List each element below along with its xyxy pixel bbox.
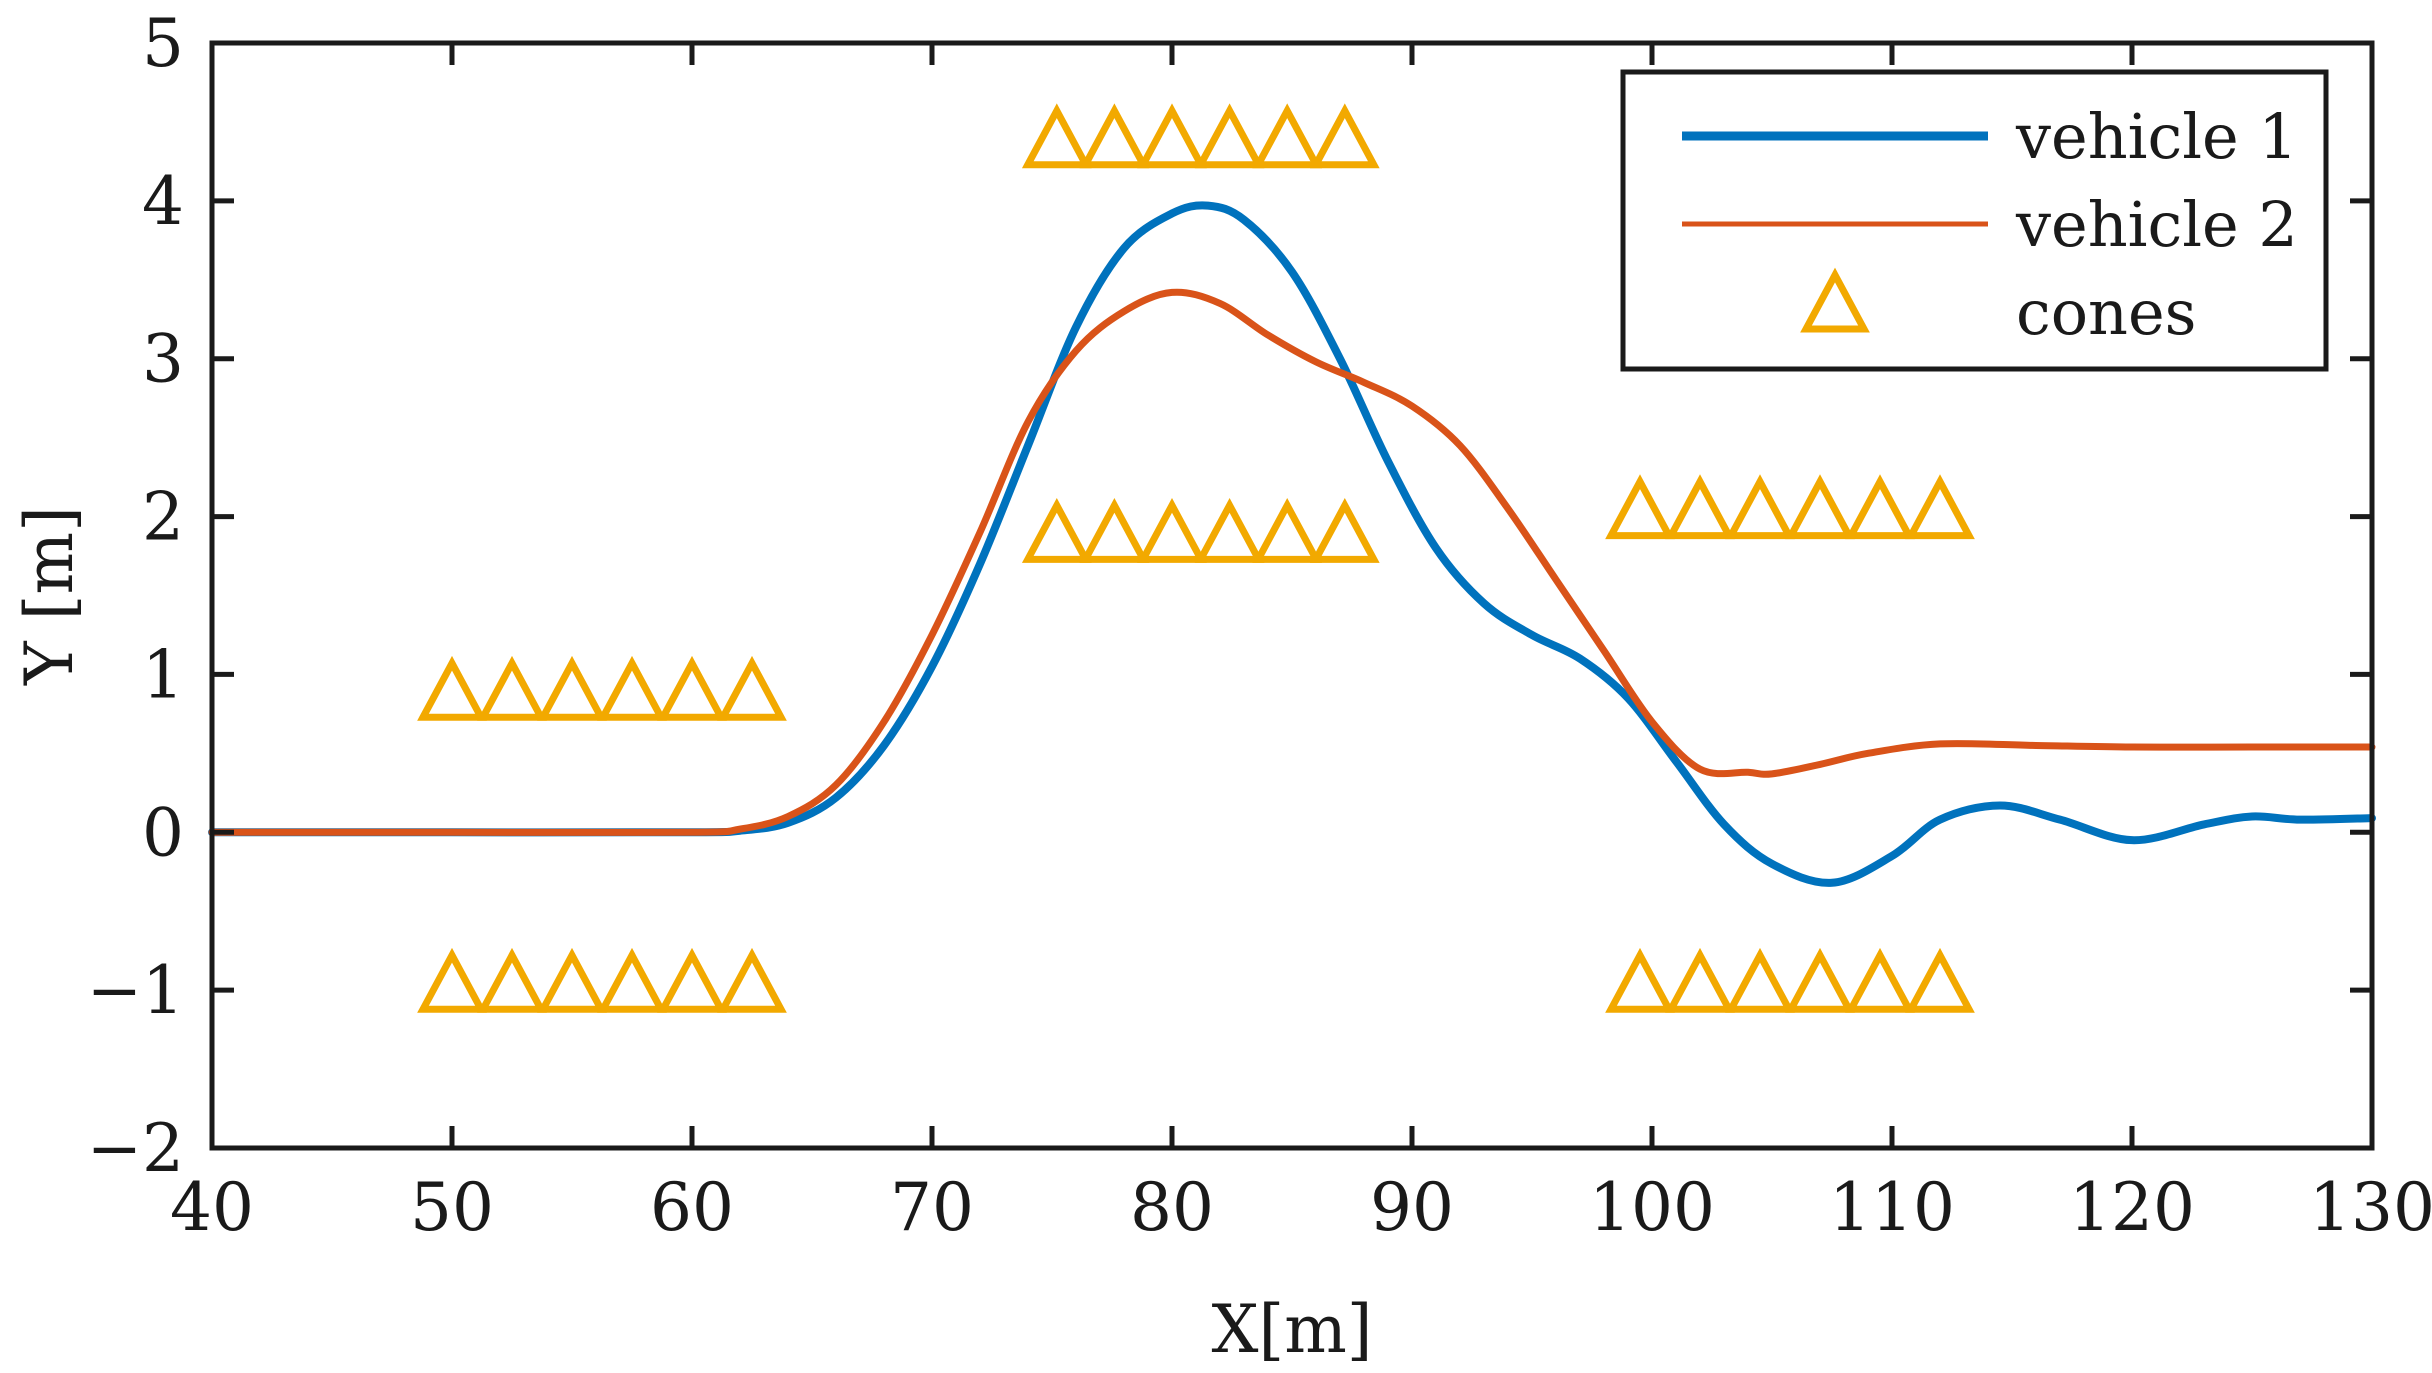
series-layer <box>208 201 2376 887</box>
cone-marker <box>717 947 787 1013</box>
x-tick-label: 60 <box>650 1169 734 1246</box>
y-tick-label: −1 <box>87 952 184 1029</box>
legend-label-vehicle-1: vehicle 1 <box>2015 100 2298 173</box>
cone-marker <box>1309 103 1380 169</box>
cone-marker <box>1252 497 1323 563</box>
cone-marker <box>477 947 547 1013</box>
y-tick-label: 2 <box>142 479 184 556</box>
cone-marker <box>1785 947 1855 1013</box>
legend-box <box>1620 69 2329 372</box>
cone-marker <box>1845 474 1915 540</box>
series-line-vehicle-2 <box>208 288 2376 837</box>
x-tick-label: 50 <box>410 1169 494 1246</box>
cone-marker <box>1079 103 1150 169</box>
cone-marker <box>1725 947 1795 1013</box>
cone-marker <box>477 655 547 721</box>
cone-marker <box>1309 497 1380 563</box>
cone-marker <box>597 655 667 721</box>
x-axis-label: X[m] <box>1211 1291 1372 1368</box>
cone-marker <box>1725 474 1795 540</box>
cone-marker <box>1252 103 1323 169</box>
legend: vehicle 1 vehicle 2 cones <box>1620 69 2329 372</box>
cone-marker <box>417 947 487 1013</box>
cone-marker <box>657 655 727 721</box>
cone-marker <box>1137 497 1207 563</box>
series-line-vehicle-1 <box>208 201 2376 887</box>
ticks-layer: 40 50 60 70 80 90 100 110 120 130 −2 −1 0 1 2 3 4 5 <box>87 5 2432 1246</box>
cone-marker <box>1021 497 1092 563</box>
cone-marker <box>1605 474 1675 540</box>
cone-marker <box>1194 103 1265 169</box>
x-tick-label: 100 <box>1589 1169 1715 1246</box>
legend-label-cones: cones <box>2016 276 2197 349</box>
cone-marker <box>1079 497 1150 563</box>
cone-marker <box>537 655 607 721</box>
x-tick-label: 120 <box>2069 1169 2195 1246</box>
cone-marker <box>1905 474 1975 540</box>
cone-marker <box>1665 947 1735 1013</box>
cone-marker <box>597 947 667 1013</box>
cone-marker <box>1021 103 1092 169</box>
cone-marker <box>717 655 787 721</box>
cone-marker <box>1845 947 1915 1013</box>
cone-marker <box>1605 947 1675 1013</box>
x-tick-label: 110 <box>1829 1169 1955 1246</box>
x-tick-label: 70 <box>890 1169 974 1246</box>
y-tick-label: 0 <box>142 794 184 871</box>
x-tick-label: 80 <box>1130 1169 1214 1246</box>
y-tick-label: 5 <box>142 5 184 82</box>
y-tick-label: 3 <box>142 321 184 398</box>
y-tick-label: 4 <box>142 163 184 240</box>
cone-marker <box>1665 474 1735 540</box>
y-tick-label: −2 <box>87 1110 184 1187</box>
y-tick-label: 1 <box>142 636 184 713</box>
cones-layer <box>417 103 1975 1013</box>
cone-marker <box>1137 103 1207 169</box>
x-tick-label: 40 <box>170 1169 254 1246</box>
cone-marker <box>1785 474 1855 540</box>
cone-marker <box>1194 497 1265 563</box>
cone-marker <box>537 947 607 1013</box>
x-tick-label: 130 <box>2309 1169 2432 1246</box>
axes-frame <box>209 40 2375 1151</box>
y-axis-label: Y [m] <box>11 506 88 686</box>
legend-label-vehicle-2: vehicle 2 <box>2015 188 2298 261</box>
x-tick-label: 90 <box>1370 1169 1454 1246</box>
cone-marker <box>657 947 727 1013</box>
legend-swatch-cones-icon <box>1800 267 1870 333</box>
cone-marker <box>417 655 487 721</box>
cone-marker <box>1905 947 1975 1013</box>
